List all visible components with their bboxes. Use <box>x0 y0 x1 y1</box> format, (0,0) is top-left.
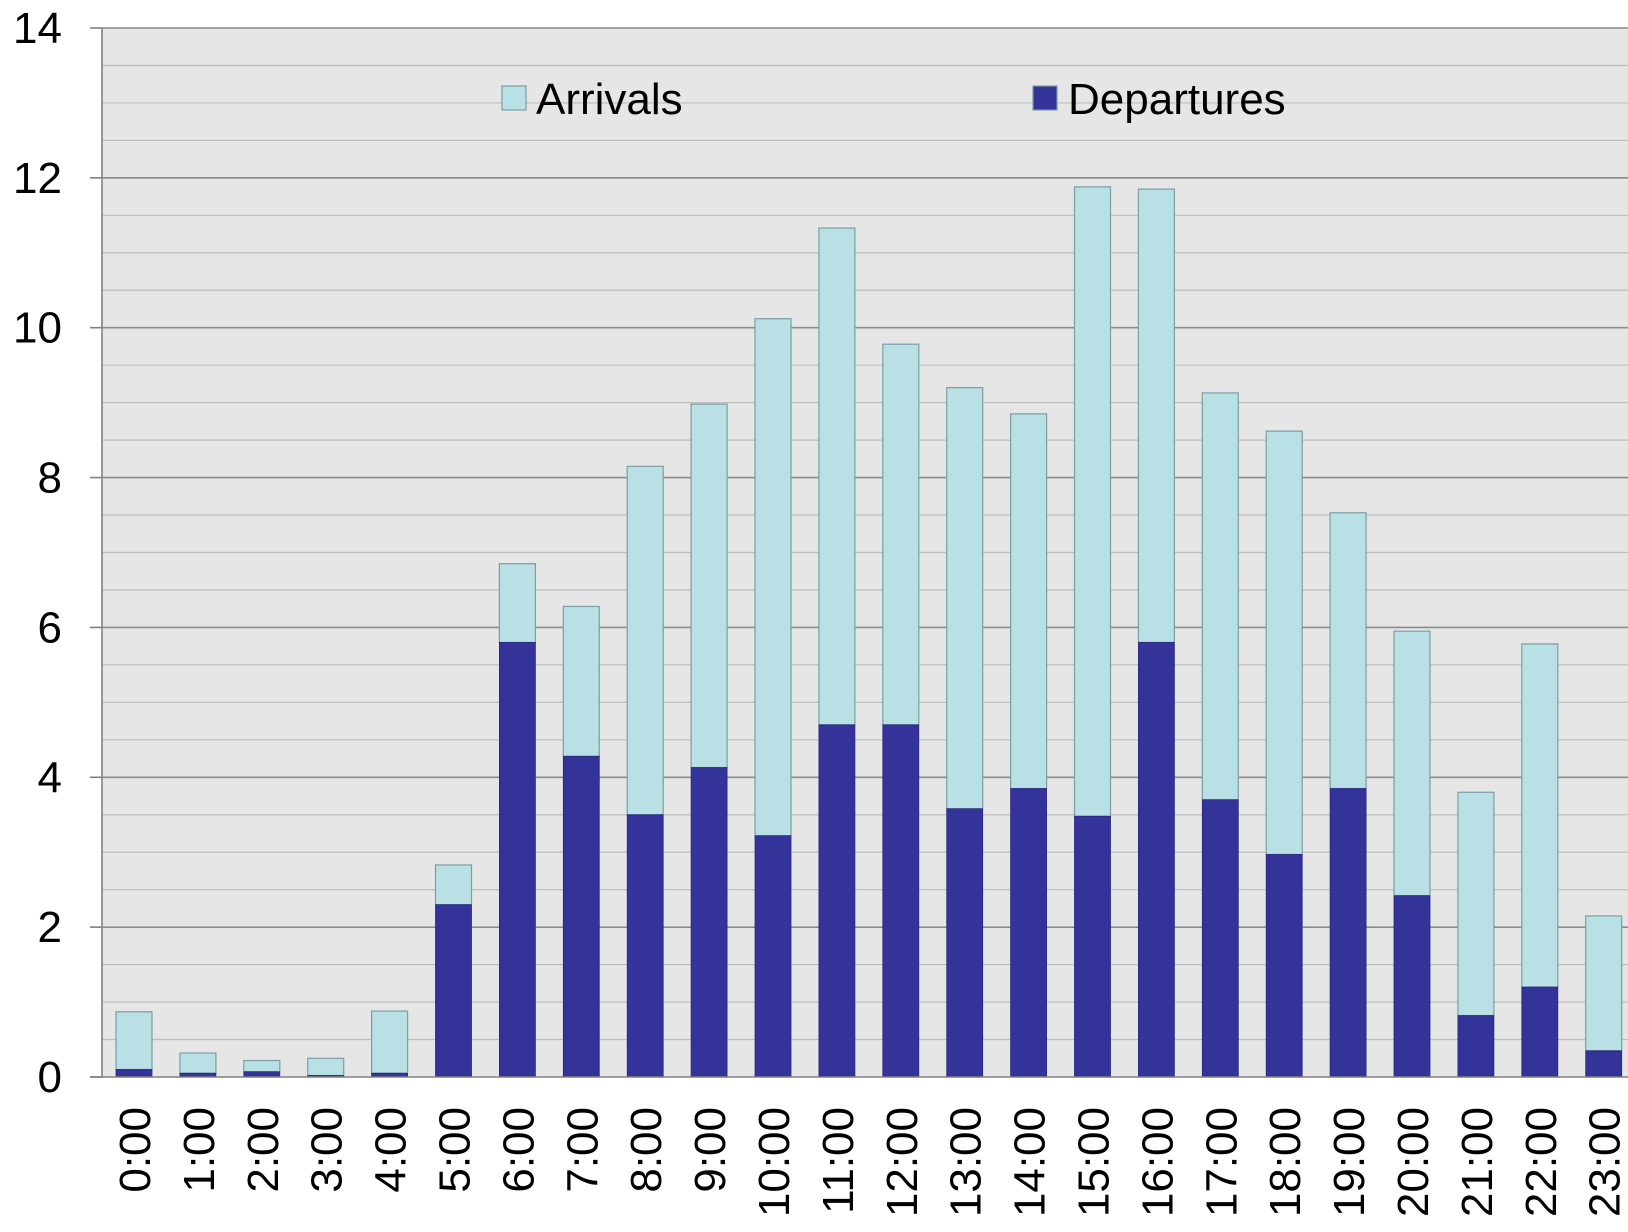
bar-arrivals-20:00 <box>1393 630 1431 897</box>
x-tick-label: 7:00 <box>558 1107 607 1193</box>
x-axis-ticks: 0:00 1:00 2:00 3:00 4:00 5:00 6:00 7:00 8:00 9:00… <box>111 1107 1628 1217</box>
legend-swatch-arrivals <box>501 85 527 111</box>
bar-arrivals-19:00 <box>1329 512 1367 790</box>
bar-arrivals-2:00 <box>243 1059 281 1073</box>
bar-arrivals-0:00 <box>115 1011 153 1071</box>
x-tick-label: 23:00 <box>1581 1107 1628 1217</box>
bar-departures-7:00 <box>562 755 600 1078</box>
y-tick-label: 6 <box>38 603 62 652</box>
bar-arrivals-13:00 <box>946 387 984 810</box>
bars <box>115 186 1623 1078</box>
bar-departures-14:00 <box>1010 788 1047 1078</box>
x-tick-label: 1:00 <box>175 1107 224 1193</box>
bar-departures-18:00 <box>1265 854 1303 1078</box>
bar-arrivals-12:00 <box>882 343 920 726</box>
gridlines <box>102 27 1628 1041</box>
bar-departures-12:00 <box>882 724 920 1078</box>
bar-departures-0:00 <box>115 1069 153 1078</box>
x-tick-label: 5:00 <box>431 1107 480 1193</box>
bar-departures-11:00 <box>818 724 856 1078</box>
x-tick-label: 11:00 <box>814 1107 863 1214</box>
x-tick-label: 10:00 <box>750 1107 799 1217</box>
x-tick-label: 13:00 <box>942 1107 991 1217</box>
x-tick-label: 0:00 <box>111 1107 160 1193</box>
bar-arrivals-17:00 <box>1201 392 1239 801</box>
bar-arrivals-14:00 <box>1009 413 1048 790</box>
y-tick-label: 4 <box>38 753 62 802</box>
y-tick-label: 0 <box>38 1053 62 1102</box>
x-tick-label: 20:00 <box>1389 1107 1438 1217</box>
y-tick-label: 8 <box>38 454 62 503</box>
bar-departures-23:00 <box>1585 1050 1623 1078</box>
bar-departures-19:00 <box>1329 788 1367 1078</box>
bar-arrivals-3:00 <box>307 1057 345 1077</box>
bar-arrivals-22:00 <box>1521 643 1559 988</box>
bar-departures-9:00 <box>690 767 728 1078</box>
y-axis-ticks: 0 2 4 6 8 10 12 14 <box>13 4 102 1102</box>
x-tick-label: 19:00 <box>1325 1107 1374 1217</box>
bar-departures-6:00 <box>498 642 536 1078</box>
bar-arrivals-18:00 <box>1265 430 1303 856</box>
x-tick-label: 8:00 <box>622 1107 671 1193</box>
bar-departures-13:00 <box>946 808 984 1078</box>
legend-swatch-departures <box>1032 85 1058 111</box>
x-tick-label: 21:00 <box>1453 1107 1502 1217</box>
x-tick-label: 9:00 <box>686 1107 735 1193</box>
bar-departures-21:00 <box>1457 1015 1495 1078</box>
bar-arrivals-16:00 <box>1137 188 1176 644</box>
bar-arrivals-11:00 <box>818 227 856 726</box>
bar-arrivals-1:00 <box>179 1052 217 1074</box>
legend: Arrivals Departures <box>501 75 1286 124</box>
x-tick-label: 17:00 <box>1197 1107 1246 1217</box>
x-tick-label: 22:00 <box>1517 1107 1566 1217</box>
x-tick-label: 6:00 <box>494 1107 543 1193</box>
bar-departures-22:00 <box>1521 986 1559 1078</box>
bar-departures-20:00 <box>1393 895 1431 1078</box>
x-tick-label: 15:00 <box>1070 1107 1119 1217</box>
bar-arrivals-9:00 <box>690 403 728 769</box>
bar-departures-5:00 <box>435 904 472 1078</box>
x-tick-label: 12:00 <box>878 1107 927 1217</box>
y-tick-label: 14 <box>13 4 62 53</box>
bar-arrivals-15:00 <box>1073 186 1112 817</box>
legend-label-departures: Departures <box>1068 75 1286 124</box>
bar-departures-16:00 <box>1138 642 1175 1078</box>
bar-arrivals-5:00 <box>434 864 473 906</box>
bar-arrivals-10:00 <box>754 318 792 837</box>
legend-label-arrivals: Arrivals <box>536 75 683 124</box>
bar-departures-17:00 <box>1201 799 1239 1078</box>
x-tick-label: 2:00 <box>239 1107 288 1193</box>
y-tick-label: 12 <box>13 154 62 203</box>
bar-departures-10:00 <box>754 835 792 1078</box>
bar-arrivals-8:00 <box>626 465 664 816</box>
x-tick-label: 18:00 <box>1261 1107 1310 1217</box>
bar-departures-8:00 <box>626 814 664 1078</box>
bar-arrivals-6:00 <box>498 563 536 644</box>
bar-arrivals-23:00 <box>1585 915 1623 1052</box>
x-tick-label: 16:00 <box>1133 1107 1182 1217</box>
axes <box>90 28 1628 1078</box>
y-tick-label: 10 <box>13 304 62 353</box>
bar-arrivals-7:00 <box>562 605 600 757</box>
x-tick-label: 14:00 <box>1006 1107 1055 1217</box>
bar-arrivals-21:00 <box>1457 791 1495 1017</box>
y-tick-label: 2 <box>38 903 62 952</box>
x-tick-label: 4:00 <box>367 1107 416 1193</box>
x-tick-label: 3:00 <box>303 1107 352 1193</box>
bar-arrivals-4:00 <box>371 1010 409 1074</box>
bar-departures-15:00 <box>1074 815 1111 1078</box>
